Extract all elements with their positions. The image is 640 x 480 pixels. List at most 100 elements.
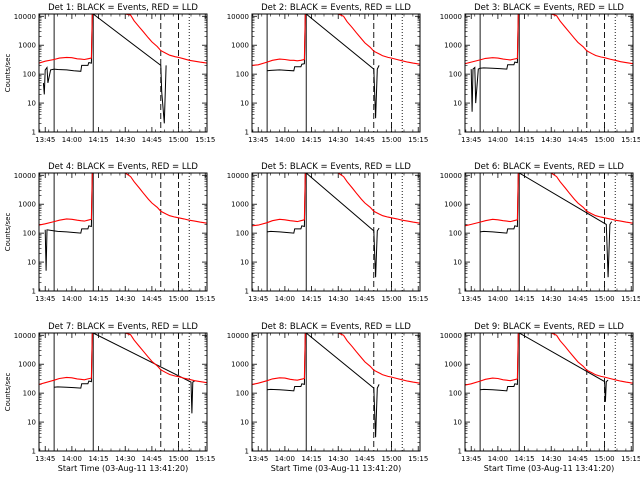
x-tick-label: 15:00 [594, 455, 614, 463]
y-tick-label: 10000 [440, 332, 462, 340]
chart-panel: Det 9: BLACK = Events, RED = LLD Start Ti… [440, 322, 640, 473]
y-tick-label: 100 [236, 230, 249, 238]
y-tick-label: 1000 [444, 361, 462, 369]
plot-frame [251, 172, 421, 292]
x-tick-label: 14:30 [328, 455, 348, 463]
plot-frame [464, 172, 634, 292]
lld-series-line [39, 333, 207, 385]
y-tick-label: 1000 [444, 201, 462, 209]
y-tick-label: 100 [23, 71, 36, 79]
y-tick-label: 100 [449, 230, 462, 238]
chart-title: Det 3: BLACK = Events, RED = LLD [474, 3, 624, 13]
x-tick-label: 13:45 [248, 295, 268, 303]
y-tick-label: 1 [32, 129, 36, 137]
x-tick-label: 13:45 [35, 455, 55, 463]
x-tick-label: 14:00 [62, 136, 82, 144]
y-tick-label: 100 [23, 390, 36, 398]
x-tick-label: 13:45 [248, 455, 268, 463]
x-tick-label: 14:45 [142, 295, 162, 303]
lld-series-line [465, 14, 633, 65]
events-series-line [267, 173, 380, 278]
x-tick-label: 14:00 [488, 295, 508, 303]
x-tick-label: 14:45 [568, 136, 588, 144]
x-tick-label: 14:30 [541, 455, 561, 463]
x-tick-label: 15:15 [195, 295, 215, 303]
y-tick-label: 10 [453, 100, 462, 108]
x-axis-label: Start Time (03-Aug-11 13:41:20) [58, 464, 189, 473]
y-axis-label: Counts/sec [4, 373, 12, 412]
chart-title: Det 1: BLACK = Events, RED = LLD [48, 3, 198, 13]
x-tick-label: 14:30 [328, 295, 348, 303]
x-tick-label: 14:00 [275, 136, 295, 144]
events-series-line [267, 333, 380, 438]
chart-title: Det 4: BLACK = Events, RED = LLD [48, 162, 198, 172]
y-tick-label: 10 [27, 100, 36, 108]
y-tick-label: 100 [449, 71, 462, 79]
plot-frame [464, 332, 634, 452]
plot-frame [464, 13, 634, 133]
x-tick-label: 15:15 [408, 136, 428, 144]
x-tick-label: 13:45 [461, 136, 481, 144]
x-tick-label: 14:15 [88, 136, 108, 144]
y-tick-label: 1000 [231, 201, 249, 209]
x-tick-label: 15:00 [168, 455, 188, 463]
y-tick-label: 10000 [440, 172, 462, 180]
lld-series-line [39, 173, 207, 226]
y-tick-label: 100 [236, 390, 249, 398]
lld-series-line [252, 14, 420, 66]
lld-series-line [465, 173, 633, 227]
x-tick-label: 15:00 [381, 455, 401, 463]
y-tick-label: 1000 [18, 201, 36, 209]
x-tick-label: 15:00 [168, 295, 188, 303]
y-tick-label: 10000 [440, 13, 462, 21]
y-tick-label: 1000 [18, 42, 36, 50]
chart-title: Det 8: BLACK = Events, RED = LLD [261, 322, 411, 332]
y-tick-label: 100 [449, 390, 462, 398]
y-tick-label: 10 [27, 419, 36, 427]
y-tick-label: 10 [240, 259, 249, 267]
x-tick-label: 14:45 [568, 455, 588, 463]
y-tick-label: 100 [236, 71, 249, 79]
y-tick-label: 1 [458, 129, 462, 137]
x-axis-label: Start Time (03-Aug-11 13:41:20) [271, 464, 402, 473]
y-tick-label: 10 [240, 419, 249, 427]
lld-series-line [465, 333, 633, 386]
chart-title: Det 5: BLACK = Events, RED = LLD [261, 162, 411, 172]
x-tick-label: 14:15 [301, 136, 321, 144]
y-tick-label: 1000 [18, 361, 36, 369]
x-tick-label: 14:30 [328, 136, 348, 144]
chart-panel: Det 6: BLACK = Events, RED = LLD 1 10 100 10… [440, 162, 640, 303]
x-tick-label: 14:45 [355, 455, 375, 463]
chart-title: Det 7: BLACK = Events, RED = LLD [48, 322, 198, 332]
y-tick-label: 10000 [14, 332, 36, 340]
y-tick-label: 10 [453, 259, 462, 267]
x-tick-label: 14:00 [488, 455, 508, 463]
y-tick-label: 1 [245, 448, 249, 456]
x-tick-label: 13:45 [35, 295, 55, 303]
x-tick-label: 14:15 [301, 455, 321, 463]
x-tick-label: 14:30 [115, 136, 135, 144]
plot-frame [38, 332, 208, 452]
chart-panel: Det 3: BLACK = Events, RED = LLD 1 10 100 10… [440, 3, 640, 144]
y-tick-label: 10000 [14, 172, 36, 180]
x-tick-label: 14:45 [142, 136, 162, 144]
x-tick-label: 14:45 [355, 136, 375, 144]
x-tick-label: 15:15 [408, 455, 428, 463]
x-tick-label: 14:00 [62, 295, 82, 303]
lld-series-line [39, 14, 207, 64]
chart-panel: Det 1: BLACK = Events, RED = LLD Counts/s… [4, 3, 215, 144]
lld-series-line [252, 173, 420, 227]
y-tick-label: 1 [245, 129, 249, 137]
chart-panel: Det 8: BLACK = Events, RED = LLD Start Ti… [227, 322, 429, 473]
x-tick-label: 15:00 [168, 136, 188, 144]
x-tick-label: 13:45 [461, 295, 481, 303]
x-tick-label: 15:00 [381, 295, 401, 303]
y-tick-label: 10000 [14, 13, 36, 21]
x-axis-label: Start Time (03-Aug-11 13:41:20) [484, 464, 615, 473]
x-tick-label: 15:15 [195, 455, 215, 463]
events-series-line [54, 333, 195, 414]
y-tick-label: 1 [458, 288, 462, 296]
y-axis-label: Counts/sec [4, 54, 12, 93]
y-tick-label: 1 [32, 288, 36, 296]
